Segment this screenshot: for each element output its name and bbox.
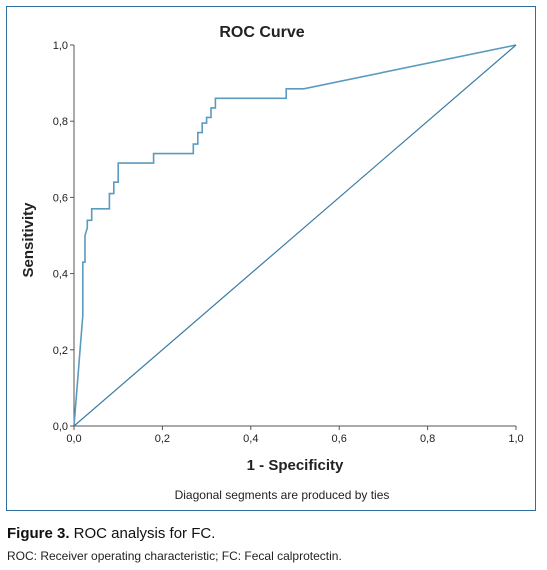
y-tick-label: 0,6 — [53, 192, 68, 204]
roc-chart: ROC Curve 0,0 0,2 0,4 0,6 0,8 1,0 0,0 0,2 0,4 0,6… — [20, 24, 524, 502]
figure-caption-text: ROC analysis for FC. — [69, 525, 216, 542]
y-tick-label: 0,0 — [53, 421, 68, 433]
chart-frame — [6, 6, 536, 511]
x-tick-label: 0,0 — [66, 433, 81, 445]
roc-curve-line — [73, 44, 517, 427]
plot-series — [73, 44, 517, 427]
x-tick-label: 1,0 — [508, 433, 523, 445]
tick-labels: 0,0 0,2 0,4 0,6 0,8 1,0 0,0 0,2 0,4 0,6 0,8 1,0 — [53, 40, 524, 445]
chart-title: ROC Curve — [219, 24, 304, 41]
x-tick-label: 0,6 — [332, 433, 347, 445]
chart-footnote: Diagonal segments are produced by ties — [175, 488, 390, 502]
figure-note: ROC: Receiver operating characteristic; … — [7, 549, 342, 563]
x-axis-title: 1 - Specificity — [247, 457, 344, 474]
reference-diagonal-line — [73, 44, 517, 427]
y-tick-label: 0,8 — [53, 116, 68, 128]
x-tick-label: 0,2 — [155, 433, 170, 445]
caption-line: Figure 3. ROC analysis for FC. — [7, 525, 542, 543]
y-tick-label: 0,2 — [53, 345, 68, 357]
y-axis-title: Sensitivity — [20, 202, 37, 278]
figure-label: Figure 3. — [7, 525, 70, 542]
figure-caption: Figure 3. ROC analysis for FC. ROC: Rece… — [7, 525, 542, 563]
y-tick-label: 1,0 — [53, 40, 68, 52]
axes — [73, 45, 516, 427]
x-tick-label: 0,8 — [420, 433, 435, 445]
x-tick-label: 0,4 — [243, 433, 258, 445]
y-tick-label: 0,4 — [53, 269, 68, 281]
